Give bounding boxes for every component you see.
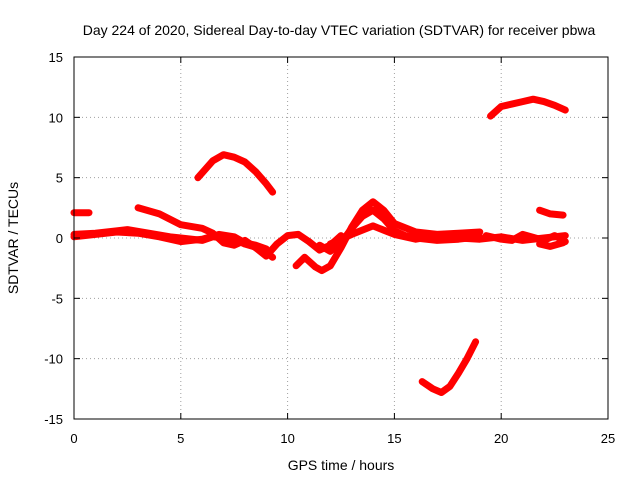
data-series-s11 [487, 95, 569, 120]
y-tick-label: 15 [49, 50, 63, 65]
x-tick-label: 10 [280, 431, 294, 446]
data-series-s10 [482, 230, 569, 246]
data-series-s12 [536, 206, 567, 219]
plot-area [70, 95, 569, 396]
data-series-s5 [194, 151, 277, 196]
data-series-s13 [536, 239, 567, 250]
x-tick-label: 0 [70, 431, 77, 446]
data-series-s9 [418, 338, 480, 396]
y-tick-label: 10 [49, 110, 63, 125]
x-tick-label: 20 [494, 431, 508, 446]
y-tick-label: 0 [56, 231, 63, 246]
data-series-s4 [134, 204, 345, 260]
y-tick-label: -10 [44, 352, 63, 367]
x-axis-label: GPS time / hours [288, 457, 395, 473]
x-tick-label: 25 [601, 431, 615, 446]
axes-ticks: 0 5 10 15 20 25 -15 -10 -5 0 5 10 15 [44, 50, 615, 446]
y-axis-label: SDTVAR / TECUs [5, 182, 21, 294]
y-tick-label: -5 [51, 291, 63, 306]
chart-title: Day 224 of 2020, Sidereal Day-to-day VTE… [83, 22, 596, 38]
data-series-s8 [326, 222, 569, 248]
x-tick-label: 15 [387, 431, 401, 446]
x-tick-label: 5 [177, 431, 184, 446]
y-tick-label: 5 [56, 171, 63, 186]
y-tick-label: -15 [44, 412, 63, 427]
